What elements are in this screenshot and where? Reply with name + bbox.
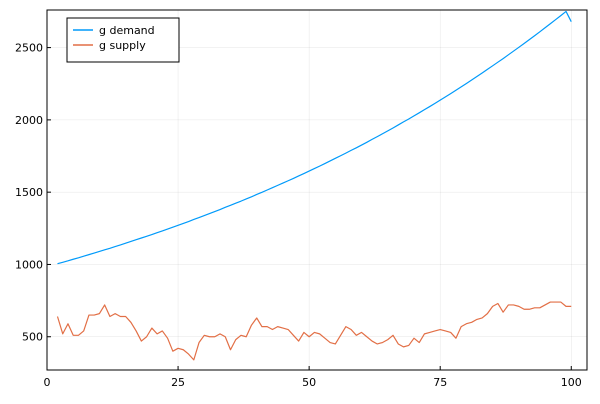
y-tick-label: 1000 <box>15 258 43 271</box>
x-tick-label: 100 <box>561 376 582 389</box>
y-tick-label: 2500 <box>15 42 43 55</box>
x-tick-label: 50 <box>302 376 316 389</box>
y-tick-label: 1500 <box>15 186 43 199</box>
series-line-g-demand <box>57 10 572 265</box>
x-tick-label: 75 <box>433 376 447 389</box>
legend: g demand g supply <box>66 17 180 63</box>
series-line-g-supply <box>56 301 572 361</box>
y-tick-label: 2000 <box>15 114 43 127</box>
y-tick-label: 500 <box>22 331 43 344</box>
x-tick-label: 25 <box>171 376 185 389</box>
plot-frame <box>46 9 588 371</box>
legend-label-g-supply: g supply <box>99 39 146 52</box>
x-tick-label: 0 <box>44 376 51 389</box>
legend-label-g-demand: g demand <box>99 24 155 37</box>
grid-layer <box>46 10 587 370</box>
series-layer <box>56 10 572 361</box>
legend-box <box>66 17 180 63</box>
ticks-layer: 0 25 50 75 100 500 1000 1500 2000 2500 <box>15 42 582 389</box>
